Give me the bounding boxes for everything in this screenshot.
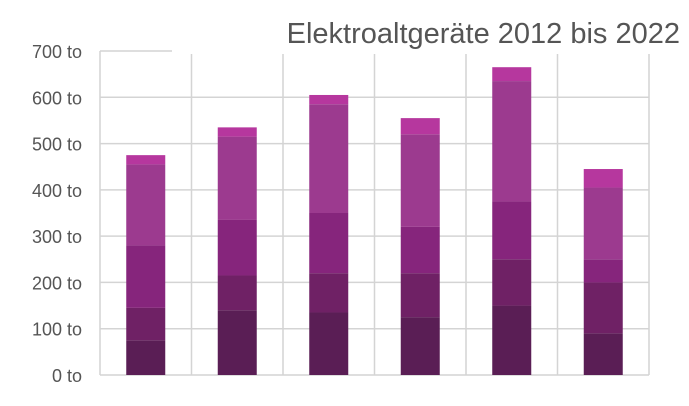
bar-segment-5-3 <box>583 187 623 260</box>
bar-segment-0-1 <box>126 307 166 341</box>
bar-segment-2-2 <box>309 213 349 274</box>
y-tick-label: 200 to <box>32 273 82 293</box>
bar-segment-2-0 <box>309 312 349 375</box>
grid-layer <box>99 50 650 376</box>
y-tick-label: 700 to <box>32 42 82 62</box>
bar-segment-1-0 <box>217 310 257 375</box>
bar-segment-4-0 <box>492 305 532 375</box>
bar-segment-3-0 <box>400 317 440 375</box>
bar-segment-5-1 <box>583 282 623 334</box>
bar-segment-0-3 <box>126 164 166 246</box>
bar-segment-2-3 <box>309 104 349 213</box>
bar-segment-4-3 <box>492 81 532 202</box>
title-background <box>172 10 687 54</box>
bar-segment-2-1 <box>309 273 349 313</box>
bar-segment-3-3 <box>400 134 440 227</box>
bar-segment-2-4 <box>309 94 349 105</box>
bar-layer <box>126 67 623 375</box>
bar-segment-0-4 <box>126 155 166 165</box>
bar-segment-4-4 <box>492 67 532 82</box>
bar-segment-3-1 <box>400 273 440 318</box>
bar-segment-4-1 <box>492 259 532 306</box>
y-tick-label: 0 to <box>52 366 82 386</box>
y-tick-labels: 0 to 100 to 200 to 300 to 400 to 500 to 600 to… <box>32 42 82 386</box>
y-tick-label: 400 to <box>32 181 82 201</box>
bar-segment-5-4 <box>583 169 623 188</box>
y-tick-label: 500 to <box>32 135 82 155</box>
y-tick-label: 300 to <box>32 227 82 247</box>
bar-segment-1-2 <box>217 219 257 276</box>
chart-title: Elektroaltgeräte 2012 bis 2022 <box>287 18 680 50</box>
bar-segment-1-1 <box>217 275 257 311</box>
bar-segment-1-4 <box>217 127 257 137</box>
bar-segment-3-2 <box>400 226 440 274</box>
y-tick-label: 600 to <box>32 88 82 108</box>
bar-segment-1-3 <box>217 136 257 220</box>
bar-segment-0-2 <box>126 245 166 308</box>
bar-segment-0-0 <box>126 340 166 375</box>
bar-segment-3-4 <box>400 118 440 135</box>
bar-segment-5-2 <box>583 259 623 283</box>
y-tick-label: 100 to <box>32 320 82 340</box>
bar-segment-4-2 <box>492 201 532 260</box>
bar-segment-5-0 <box>583 333 623 375</box>
